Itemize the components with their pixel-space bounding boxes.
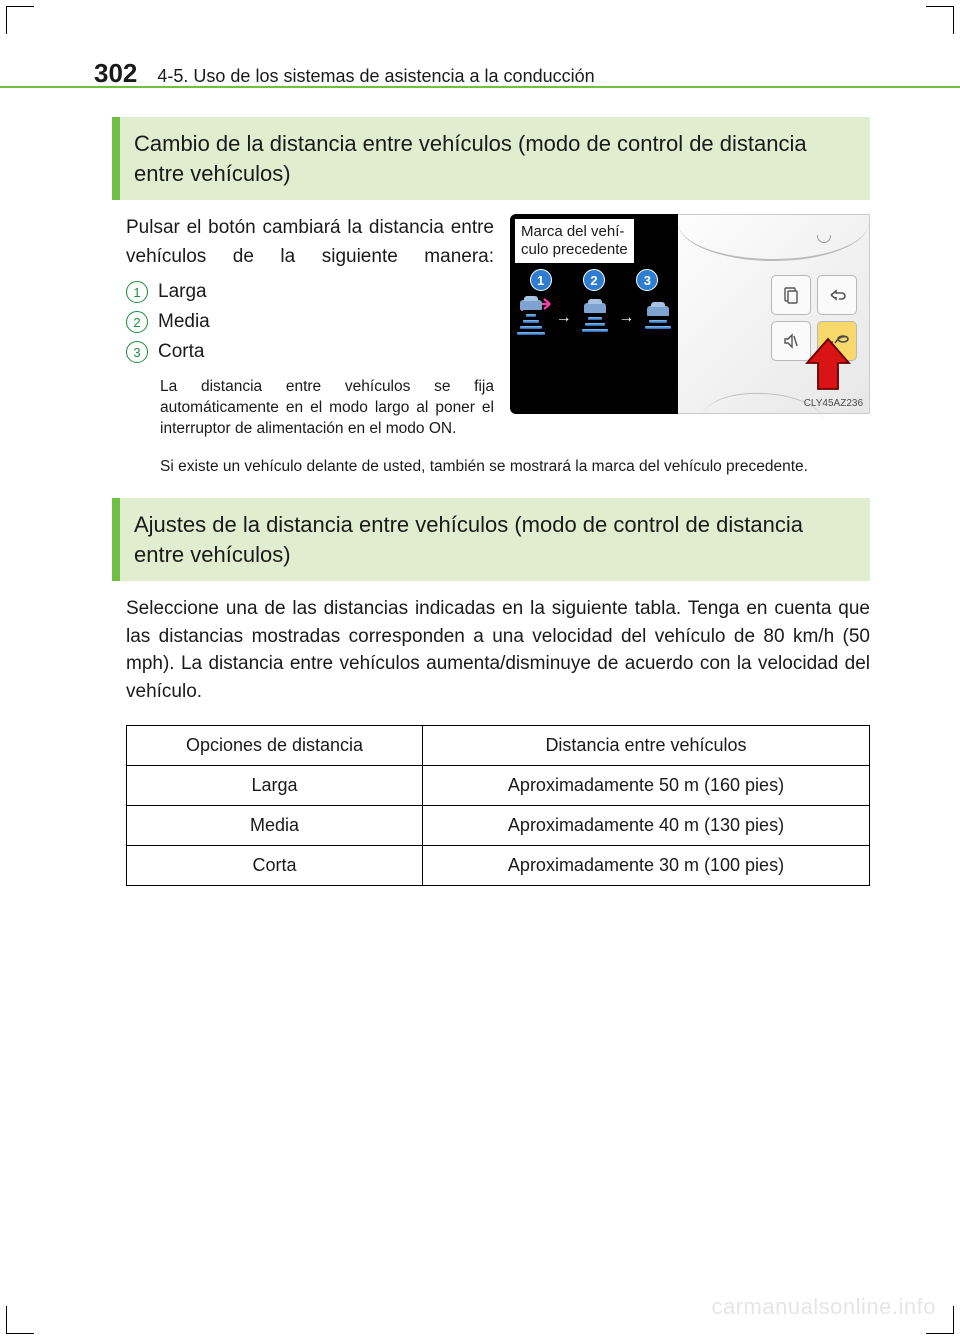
watermark: carmanualsonline.info <box>711 1294 936 1320</box>
table-cell: Larga <box>127 766 423 806</box>
distance-short-icon <box>645 306 671 329</box>
callout-arrowhead-icon <box>552 296 566 306</box>
table-cell: Aproximadamente 30 m (100 pies) <box>422 846 869 886</box>
table-header: Distancia entre vehículos <box>422 726 869 766</box>
callout-line-1: Marca del vehí- <box>521 223 624 240</box>
figure: Marca del vehí- culo precedente 1 2 3 <box>510 214 870 414</box>
list-item: 2 Media <box>126 311 494 333</box>
back-button-icon <box>817 275 857 315</box>
arrow-right-icon: → <box>618 309 634 327</box>
crop-mark <box>6 1306 34 1334</box>
steering-panel: CLY45AZ236 <box>678 214 870 414</box>
list-number-icon: 3 <box>126 341 148 363</box>
table-cell: Corta <box>127 846 423 886</box>
table-row: Corta Aproximadamente 30 m (100 pies) <box>127 846 870 886</box>
arrow-right-icon: → <box>556 309 572 327</box>
display-number-3: 3 <box>636 269 658 291</box>
table-row: Media Aproximadamente 40 m (130 pies) <box>127 806 870 846</box>
page-button-icon <box>771 275 811 315</box>
table-cell: Aproximadamente 50 m (160 pies) <box>422 766 869 806</box>
distance-medium-icon <box>582 303 608 332</box>
list-item: 3 Corta <box>126 341 494 363</box>
figure-callout: Marca del vehí- culo precedente <box>514 218 635 264</box>
callout-line-2: culo precedente <box>521 241 628 258</box>
red-arrow-icon <box>805 337 851 391</box>
steering-rim-icon <box>678 215 869 261</box>
note-text-2: Si existe un vehículo delante de usted, … <box>160 456 866 478</box>
page-header: 302 4-5. Uso de los sistemas de asistenc… <box>90 58 870 97</box>
heading-2: Ajustes de la distancia entre vehículos … <box>112 498 870 581</box>
paragraph: Seleccione una de las distancias indicad… <box>126 595 870 705</box>
list-item-label: Media <box>158 311 210 333</box>
list-item-label: Corta <box>158 341 204 363</box>
intro-text: Pulsar el botón cambiará la distancia en… <box>126 214 494 271</box>
display-number-1: 1 <box>530 269 552 291</box>
page-number: 302 <box>94 58 137 89</box>
list-item: 1 Larga <box>126 281 494 303</box>
table-header: Opciones de distancia <box>127 726 423 766</box>
display-number-2: 2 <box>583 269 605 291</box>
list-number-icon: 2 <box>126 311 148 333</box>
distance-options-list: 1 Larga 2 Media 3 Corta <box>126 281 494 363</box>
heading-1: Cambio de la distancia entre vehículos (… <box>112 117 870 200</box>
figure-code: CLY45AZ236 <box>804 398 863 409</box>
list-number-icon: 1 <box>126 281 148 303</box>
callout-leader <box>558 270 560 298</box>
table-cell: Aproximadamente 40 m (130 pies) <box>422 806 869 846</box>
table-cell: Media <box>127 806 423 846</box>
distance-long-icon <box>517 300 545 335</box>
table-row: Larga Aproximadamente 50 m (160 pies) <box>127 766 870 806</box>
section-title: 4-5. Uso de los sistemas de asistencia a… <box>157 66 594 87</box>
note-text: La distancia entre vehículos se fija aut… <box>160 377 494 440</box>
distance-table: Opciones de distancia Distancia entre ve… <box>126 725 870 886</box>
list-item-label: Larga <box>158 281 207 303</box>
